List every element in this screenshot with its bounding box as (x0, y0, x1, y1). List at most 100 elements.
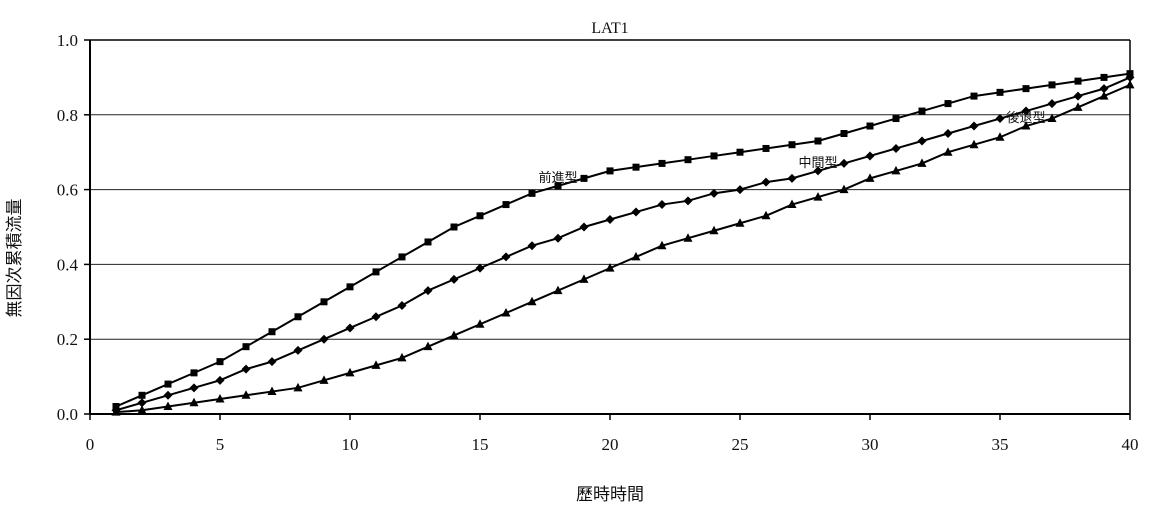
series-0-point-25 (762, 144, 770, 152)
series-0-point-38 (1100, 73, 1108, 81)
series-0-point-13 (450, 223, 458, 231)
series-1-point-10 (371, 312, 381, 322)
series-1-point-1 (137, 398, 147, 408)
series-0-point-32 (944, 100, 952, 108)
series-0-point-8 (320, 298, 328, 306)
series-0-point-14 (476, 212, 484, 220)
series-2-point-2 (163, 401, 173, 411)
series-1-point-39 (1125, 72, 1135, 82)
series-2-point-31 (917, 158, 927, 167)
series-0-point-26 (788, 141, 796, 149)
series-2-point-25 (761, 210, 771, 220)
series-1-point-4 (215, 375, 225, 385)
series-1-point-14 (475, 263, 485, 273)
series-1-point-31 (917, 136, 927, 146)
series-2-point-8 (319, 375, 329, 384)
series-0-point-21 (658, 159, 666, 167)
series-2-point-4 (215, 394, 225, 403)
series-0-point-19 (606, 167, 614, 175)
series-1-point-11 (397, 301, 407, 311)
series-2-point-36 (1047, 113, 1057, 123)
y-axis-title: 無因次累積流量 (5, 199, 24, 318)
series-2-point-1 (137, 405, 147, 414)
series-1-point-30 (891, 143, 901, 153)
series-2-point-19 (605, 263, 615, 272)
series-1-point-33 (969, 121, 979, 131)
series-1-point-26 (787, 173, 797, 183)
gridlines (90, 39, 1130, 340)
series-1-point-37 (1073, 91, 1083, 101)
series-1-point-9 (345, 323, 355, 333)
series-0-point-18 (580, 174, 588, 182)
series-0-point-27 (814, 137, 822, 145)
series-0-point-2 (164, 380, 172, 388)
series-1-point-34 (995, 114, 1005, 124)
series-1-point-29 (865, 151, 875, 161)
series-label-1: 中間型 (798, 156, 837, 171)
series-1-point-2 (163, 390, 173, 400)
x-tick-label-8: 40 (1122, 435, 1139, 454)
series-0-point-1 (138, 391, 146, 399)
y-tick-label-2: 0.4 (57, 255, 79, 274)
series-lines (111, 70, 1135, 416)
series-2-point-3 (189, 397, 199, 407)
series-1-point-27 (813, 166, 823, 176)
series-0-point-34 (996, 88, 1004, 96)
series-1-point-17 (553, 233, 563, 243)
series-0-point-23 (710, 152, 718, 160)
series-2-point-20 (631, 251, 641, 261)
x-tick-label-1: 5 (216, 435, 225, 454)
series-0-point-36 (1048, 81, 1056, 89)
series-2-point-6 (267, 386, 277, 396)
x-tick-label-5: 25 (732, 435, 749, 454)
y-tick-label-3: 0.6 (57, 181, 78, 200)
series-2-point-38 (1099, 91, 1109, 100)
series-2-point-26 (787, 199, 797, 209)
series-label-2: 後退型 (1006, 111, 1045, 126)
series-2-point-16 (527, 296, 537, 306)
series-0-point-17 (554, 182, 562, 190)
series-2-point-35 (1021, 121, 1031, 130)
series-2-point-11 (397, 352, 407, 362)
series-1-point-16 (527, 241, 537, 251)
series-line-0 (115, 72, 1131, 408)
series-1-point-7 (293, 345, 303, 355)
series-1-point-20 (631, 207, 641, 217)
tick-labels: 0.0 0.2 0.4 0.6 0.8 1.0 0 5 10 15 20 25 30 35 40 前進型 中間型… (57, 31, 1139, 454)
series-2-point-9 (345, 367, 355, 377)
series-1-point-24 (735, 185, 745, 195)
series-0-point-15 (502, 201, 510, 209)
series-1-point-21 (657, 200, 667, 210)
chart-title: LAT1 (591, 20, 628, 37)
series-2-point-24 (735, 218, 745, 227)
y-tick-label-1: 0.2 (57, 330, 78, 349)
series-1-point-22 (683, 196, 693, 206)
series-1-point-19 (605, 215, 615, 225)
series-2-point-34 (995, 132, 1005, 141)
series-0-point-29 (866, 122, 874, 130)
series-0-point-10 (372, 268, 380, 276)
series-2-point-14 (475, 319, 485, 328)
series-1-point-25 (761, 177, 771, 187)
series-2-point-15 (501, 308, 511, 317)
series-2-point-33 (969, 139, 979, 149)
x-tick-label-0: 0 (86, 435, 95, 454)
series-1-point-36 (1047, 99, 1057, 109)
series-0-point-4 (216, 358, 224, 366)
series-2-point-0 (111, 407, 121, 416)
series-1-point-32 (943, 129, 953, 138)
x-tick-label-2: 10 (342, 435, 359, 454)
series-0-point-30 (892, 115, 900, 123)
series-0-point-20 (632, 163, 640, 171)
series-label-0: 前進型 (538, 170, 577, 186)
y-tick-label-5: 1.0 (57, 31, 78, 50)
x-tick-label-7: 35 (992, 435, 1009, 454)
series-0-point-24 (736, 148, 744, 156)
x-axis-title: 歷時時間 (576, 485, 644, 504)
series-0-point-9 (346, 283, 354, 291)
series-2-point-30 (891, 165, 901, 175)
series-1-point-28 (839, 158, 849, 168)
series-0-point-5 (242, 343, 250, 351)
